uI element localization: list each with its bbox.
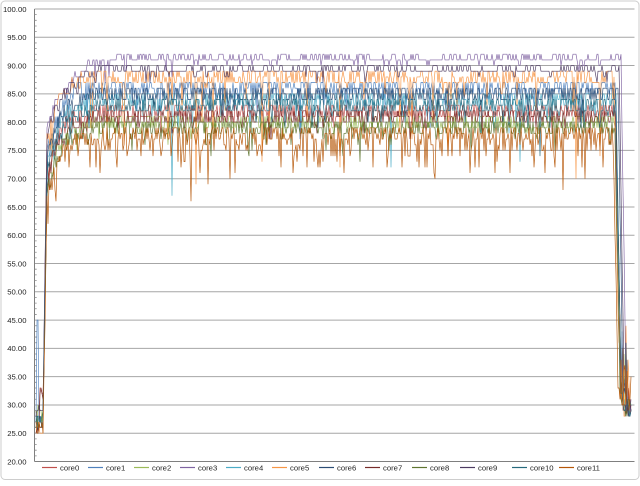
svg-text:core5: core5 (290, 463, 309, 472)
svg-text:20.00: 20.00 (7, 457, 26, 466)
svg-text:45.00: 45.00 (7, 316, 26, 325)
svg-text:40.00: 40.00 (7, 344, 26, 353)
svg-text:95.00: 95.00 (7, 33, 26, 42)
svg-text:core10: core10 (530, 463, 554, 472)
svg-text:core1: core1 (106, 463, 125, 472)
svg-text:75.00: 75.00 (7, 146, 26, 155)
svg-text:core3: core3 (198, 463, 217, 472)
svg-text:100.00: 100.00 (3, 5, 27, 14)
svg-text:85.00: 85.00 (7, 90, 26, 99)
svg-text:core11: core11 (577, 463, 600, 472)
svg-text:90.00: 90.00 (7, 61, 26, 70)
svg-text:core6: core6 (337, 463, 356, 472)
svg-text:core4: core4 (244, 463, 264, 472)
svg-text:25.00: 25.00 (7, 429, 26, 438)
svg-text:core9: core9 (478, 463, 497, 472)
svg-text:60.00: 60.00 (7, 231, 26, 240)
svg-text:core7: core7 (383, 463, 402, 472)
svg-text:65.00: 65.00 (7, 203, 26, 212)
svg-text:70.00: 70.00 (7, 175, 26, 184)
svg-text:35.00: 35.00 (7, 373, 26, 382)
svg-text:80.00: 80.00 (7, 118, 26, 127)
svg-text:core2: core2 (152, 463, 171, 472)
svg-text:core8: core8 (430, 463, 449, 472)
svg-text:core0: core0 (60, 463, 79, 472)
svg-text:55.00: 55.00 (7, 259, 26, 268)
svg-text:50.00: 50.00 (7, 288, 26, 297)
svg-text:30.00: 30.00 (7, 401, 26, 410)
